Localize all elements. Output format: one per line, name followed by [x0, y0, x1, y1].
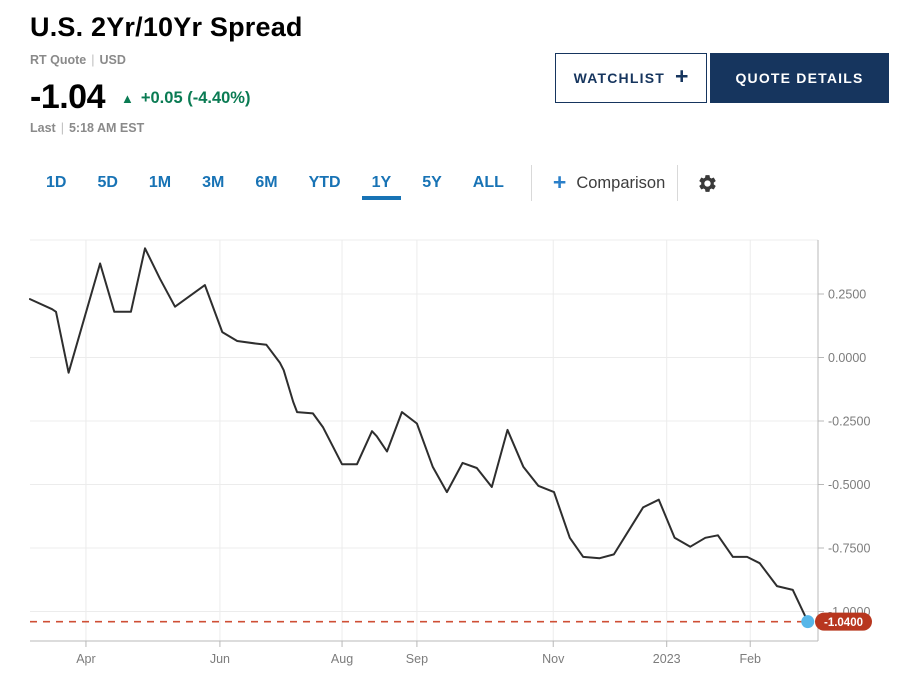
price-row: -1.04 ▲ +0.05 (-4.40%): [30, 78, 250, 116]
x-tick-label: 2023: [653, 652, 681, 666]
plus-icon: +: [674, 63, 689, 89]
separator: |: [91, 53, 95, 67]
divider: [677, 165, 679, 201]
last-time: 5:18 AM EST: [68, 121, 145, 135]
gear-icon: [699, 174, 716, 192]
quote-meta: RT Quote | USD: [30, 53, 126, 67]
range-tabs: 1D 5D 1M 3M 6M YTD 1Y 5Y ALL: [36, 163, 525, 203]
last-value-dot: [801, 615, 815, 629]
last-value-badge: [815, 612, 872, 631]
last-price: -1.04: [30, 78, 106, 116]
price-line: [29, 247, 809, 623]
last-timestamp: Last | 5:18 AM EST: [30, 121, 144, 135]
page-title: U.S. 2Yr/10Yr Spread: [30, 12, 303, 42]
x-tick-label: Nov: [542, 652, 565, 666]
range-tab-3m[interactable]: 3M: [192, 163, 234, 203]
up-arrow-icon: ▲: [121, 90, 134, 106]
price-change: +0.05 (-4.40%): [140, 88, 251, 107]
divider: [530, 165, 532, 201]
watchlist-button-label: WATCHLIST: [573, 70, 665, 86]
x-tick-label: Sep: [406, 652, 428, 666]
range-tab-1d[interactable]: 1D: [36, 163, 76, 203]
currency-label: USD: [99, 53, 126, 67]
range-tab-ytd[interactable]: YTD: [299, 163, 351, 203]
quote-details-button-label: QUOTE DETAILS: [735, 70, 864, 86]
range-tab-all[interactable]: ALL: [463, 163, 514, 203]
last-label: Last: [30, 121, 56, 135]
last-value-badge-text: -1.0400: [824, 617, 863, 629]
separator: |: [60, 121, 64, 135]
chart-toolbar: 1D 5D 1M 3M 6M YTD 1Y 5Y ALL + Comparison: [36, 162, 720, 204]
comparison-button[interactable]: + Comparison: [547, 168, 671, 196]
chart-area: Apr Jun Aug Sep Nov 2023 Feb 0.2500 0.0000 -0.250…: [0, 230, 912, 680]
x-tick-label: Feb: [739, 652, 761, 666]
y-tick-label: -0.7500: [828, 542, 870, 556]
range-tab-1y[interactable]: 1Y: [361, 163, 402, 203]
x-tick-label: Apr: [76, 652, 95, 666]
range-tab-5y[interactable]: 5Y: [412, 163, 452, 203]
chart-settings-button[interactable]: [695, 171, 720, 196]
range-tab-6m[interactable]: 6M: [245, 163, 287, 203]
comparison-button-label: Comparison: [576, 173, 666, 192]
watchlist-button[interactable]: WATCHLIST +: [555, 53, 707, 103]
spread-chart[interactable]: Apr Jun Aug Sep Nov 2023 Feb 0.2500 0.0000 -0.250…: [0, 230, 912, 680]
y-tick-label: 0.2500: [828, 288, 866, 302]
y-tick-label: -0.5000: [828, 478, 870, 492]
range-tab-1m[interactable]: 1M: [139, 163, 181, 203]
x-tick-label: Aug: [331, 652, 353, 666]
range-tab-5d[interactable]: 5D: [87, 163, 127, 203]
y-tick-label: 0.0000: [828, 351, 866, 365]
plus-icon: +: [552, 168, 567, 195]
y-tick-label: -0.2500: [828, 415, 870, 429]
quote-type-label: RT Quote: [30, 53, 87, 67]
x-tick-label: Jun: [210, 652, 230, 666]
quote-details-button[interactable]: QUOTE DETAILS: [710, 53, 889, 103]
